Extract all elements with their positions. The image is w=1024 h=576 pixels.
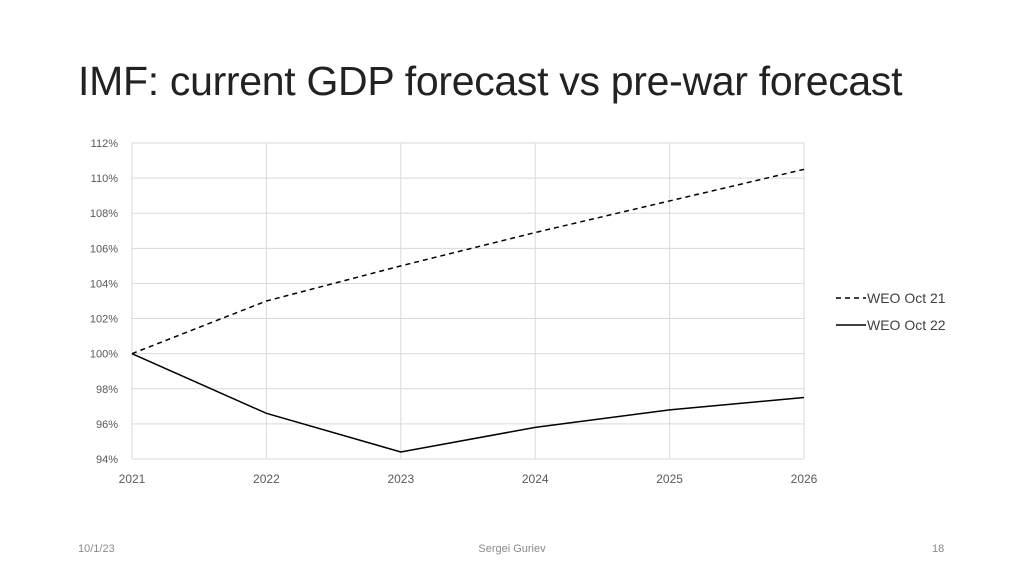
y-tick-label: 112% — [91, 138, 119, 150]
legend-label: WEO Oct 21 — [867, 290, 946, 306]
x-tick-label: 2022 — [253, 472, 280, 486]
y-tick-label: 108% — [90, 208, 118, 220]
x-tick-label: 2021 — [119, 472, 146, 486]
series-line-2 — [131, 352, 805, 453]
y-tick-label: 96% — [96, 419, 118, 431]
footer-date: 10/1/23 — [78, 543, 115, 555]
y-tick-label: 94% — [96, 454, 118, 466]
series-line-1 — [131, 168, 805, 355]
y-tick-label: 98% — [96, 384, 118, 396]
legend-label: WEO Oct 22 — [867, 317, 946, 333]
footer-author: Sergei Guriev — [478, 543, 546, 555]
page-number: 18 — [932, 543, 945, 555]
y-tick-label: 102% — [90, 314, 118, 326]
legend: WEO Oct 21 WEO Oct 22 — [836, 290, 946, 333]
series-lines — [131, 168, 805, 453]
y-tick-label: 106% — [90, 243, 118, 255]
x-tick-label: 2023 — [387, 472, 414, 486]
y-axis-ticks: 94% 96% 98% 100% 102% 104% 106% 108% 110% 112% — [90, 138, 118, 466]
gridlines — [131, 142, 805, 460]
x-tick-label: 2024 — [522, 472, 549, 486]
y-tick-label: 100% — [90, 349, 118, 361]
slide-title: IMF: current GDP forecast vs pre-war for… — [78, 58, 903, 104]
x-axis-ticks: 2021 2022 2023 2024 2025 2026 — [119, 472, 818, 486]
y-tick-label: 110% — [91, 173, 119, 185]
x-tick-label: 2025 — [656, 472, 683, 486]
x-tick-label: 2026 — [791, 472, 818, 486]
y-tick-label: 104% — [90, 278, 118, 290]
